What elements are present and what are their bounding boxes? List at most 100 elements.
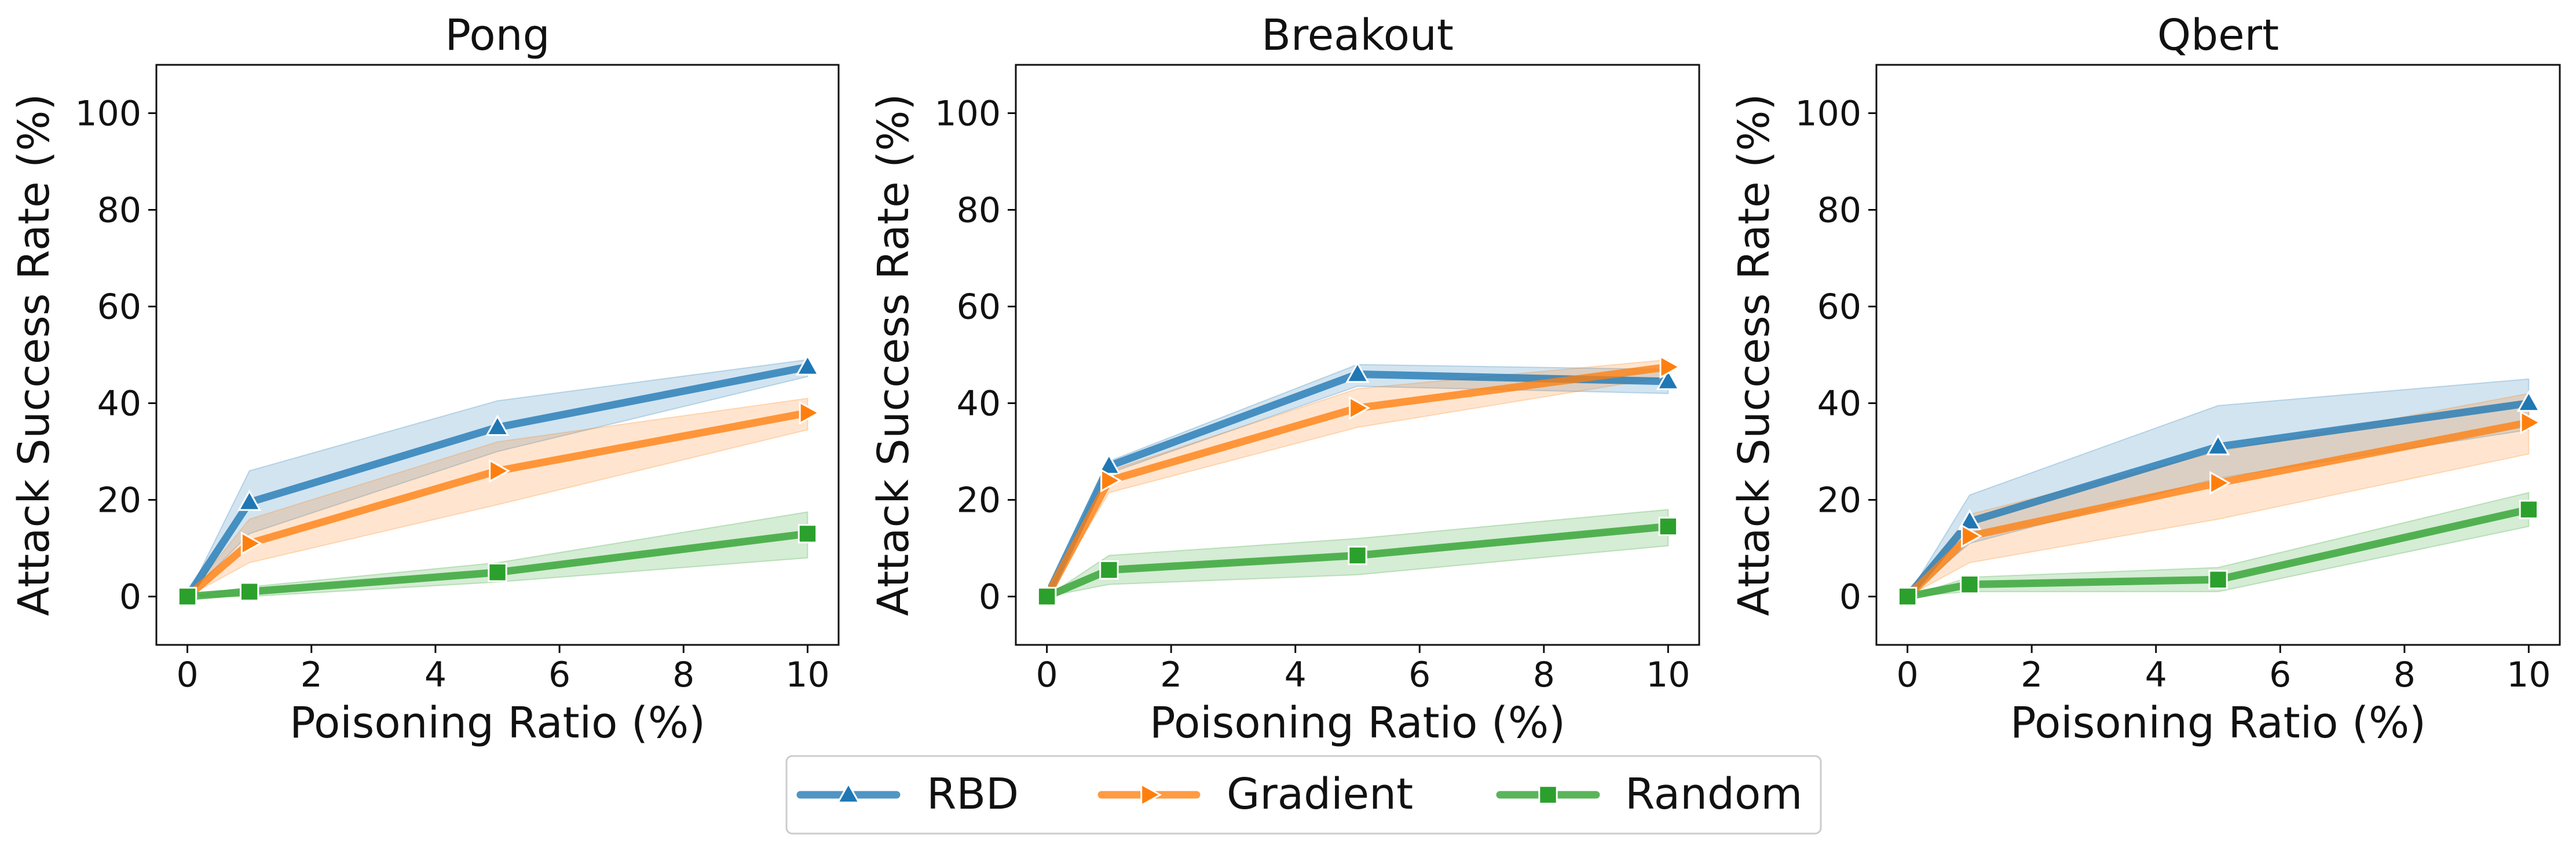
panel-pong: Pong Attack Success Rate (%) Poisoning R… [9, 10, 840, 748]
legend-item-gradient: Gradient [1097, 769, 1413, 819]
panel-qbert: Qbert Attack Success Rate (%) Poisoning … [1729, 10, 2561, 748]
y-axis-label: Attack Success Rate (%) [869, 94, 919, 616]
y-tick-label: 0 [119, 577, 141, 618]
data-point-gradient [1349, 396, 1371, 420]
y-axis-label: Attack Success Rate (%) [1729, 94, 1779, 616]
x-tick-label: 0 [1036, 655, 1058, 695]
y-tick-label: 40 [1817, 384, 1861, 424]
panel-breakout: Breakout Attack Success Rate (%) Poisoni… [869, 10, 1700, 748]
legend-marker-rbd [836, 781, 861, 803]
x-axis-label: Poisoning Ratio (%) [2010, 698, 2426, 748]
y-tick-label: 80 [1817, 190, 1861, 231]
data-point-rbd [1345, 361, 1370, 383]
x-tick-label: 10 [1646, 655, 1690, 695]
data-point-gradient [1961, 524, 1982, 548]
y-tick-label: 20 [97, 480, 141, 521]
legend-key-gradient [1097, 783, 1201, 807]
data-point-gradient [240, 531, 262, 556]
y-tick-label: 60 [957, 287, 1001, 328]
panel-title: Breakout [1261, 10, 1454, 60]
legend: RBD Gradient Random [785, 755, 1822, 835]
data-point-gradient [2209, 471, 2231, 495]
series-line-gradient [184, 409, 811, 600]
legend-label-rbd: RBD [927, 769, 1019, 819]
legend-marker-random [1538, 785, 1558, 805]
plot-frame [1875, 64, 2561, 646]
data-point-gradient [1100, 468, 1122, 493]
legend-item-random: Random [1496, 769, 1802, 819]
x-tick-label: 6 [548, 655, 570, 695]
legend-key-rbd [796, 781, 901, 803]
x-tick-label: 4 [1285, 655, 1307, 695]
legend-label-gradient: Gradient [1227, 769, 1413, 819]
plot-area-qbert [1896, 378, 2542, 609]
x-tick-label: 8 [1533, 655, 1555, 695]
series-line-random [184, 530, 811, 600]
data-point-random [1037, 586, 1057, 607]
x-tick-label: 6 [2269, 655, 2291, 695]
x-tick-label: 8 [672, 655, 694, 695]
x-tick-label: 2 [1160, 655, 1182, 695]
y-tick-label: 80 [97, 190, 141, 231]
x-tick-label: 10 [2507, 655, 2551, 695]
plot-area-breakout [1035, 355, 1681, 609]
data-point-random [2519, 500, 2539, 519]
data-point-rbd [485, 414, 510, 436]
x-tick-label: 10 [785, 655, 829, 695]
data-point-gradient [489, 458, 511, 483]
x-tick-label: 8 [2394, 655, 2416, 695]
panel-title: Qbert [2157, 10, 2279, 60]
data-point-gradient [799, 401, 821, 425]
x-tick-label: 2 [301, 655, 323, 695]
y-tick-label: 40 [957, 384, 1001, 424]
y-tick-label: 40 [97, 384, 141, 424]
panel-title: Pong [445, 10, 550, 60]
y-tick-label: 60 [1817, 287, 1861, 328]
x-tick-label: 2 [2021, 655, 2043, 695]
series-line-rbd [1904, 399, 2533, 600]
plot-frame [1015, 64, 1700, 646]
data-point-gradient [2520, 410, 2542, 435]
x-tick-label: 4 [2145, 655, 2167, 695]
data-point-rbd [237, 489, 262, 511]
y-tick-label: 80 [957, 190, 1001, 231]
y-tick-label: 0 [1839, 577, 1861, 618]
x-tick-label: 6 [1408, 655, 1430, 695]
y-tick-label: 60 [97, 287, 141, 328]
legend-marker-gradient [1140, 783, 1162, 807]
data-point-random [1897, 586, 1918, 607]
data-point-rbd [1656, 368, 1680, 390]
data-point-random [239, 582, 259, 601]
legend-label-random: Random [1625, 769, 1802, 819]
y-tick-label: 20 [1817, 480, 1861, 521]
x-tick-label: 0 [176, 655, 198, 695]
y-tick-label: 0 [979, 577, 1001, 618]
y-tick-label: 20 [957, 480, 1001, 521]
data-point-rbd [795, 354, 820, 376]
data-point-random [1960, 574, 1979, 595]
x-axis-label: Poisoning Ratio (%) [290, 698, 705, 748]
plot-area-pong [175, 354, 821, 609]
series-line-rbd [184, 363, 811, 600]
series-line-random [1904, 505, 2533, 600]
data-point-gradient [1659, 355, 1681, 379]
data-point-random [1099, 560, 1119, 580]
series-line-random [1043, 522, 1672, 600]
x-axis-label: Poisoning Ratio (%) [1150, 698, 1565, 748]
x-tick-label: 0 [1897, 655, 1919, 695]
series-line-gradient [1043, 363, 1672, 600]
data-point-random [797, 524, 818, 544]
data-point-random [177, 586, 197, 607]
data-point-random [2208, 570, 2228, 589]
data-point-rbd [2206, 434, 2230, 456]
legend-frame [785, 755, 1822, 835]
plot-frame [155, 64, 840, 646]
data-point-rbd [2516, 390, 2541, 412]
data-point-random [488, 563, 507, 582]
x-tick-label: 4 [425, 655, 447, 695]
series-line-gradient [1904, 419, 2533, 600]
y-tick-label: 100 [934, 94, 1001, 134]
data-point-random [1658, 516, 1678, 537]
y-axis-label: Attack Success Rate (%) [9, 94, 59, 616]
